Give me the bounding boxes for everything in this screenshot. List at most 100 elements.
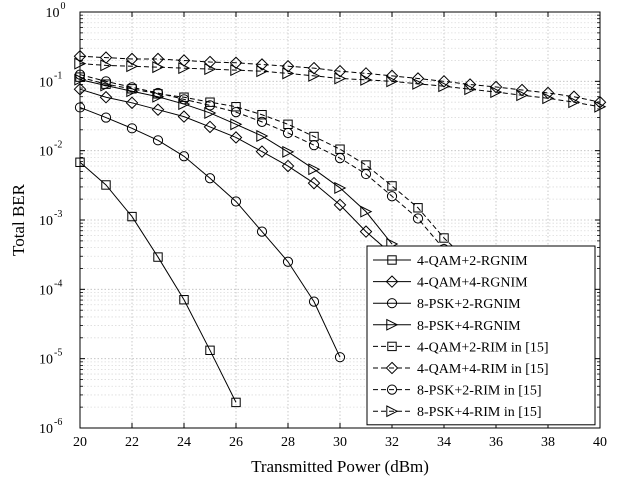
series-3 — [74, 102, 346, 363]
legend-label: 4-QAM+4-RIM in [15] — [417, 362, 549, 377]
x-tick-label: 38 — [541, 435, 555, 450]
data-point — [230, 64, 243, 77]
legend-label: 4-QAM+2-RIM in [15] — [417, 340, 549, 355]
legend-item: 8-PSK+2-RGNIM — [373, 297, 521, 312]
series-line — [79, 63, 601, 108]
legend-marker — [387, 341, 397, 352]
legend-item: 4-QAM+4-RIM in [15] — [373, 361, 549, 377]
data-point — [204, 63, 217, 76]
x-tick-label: 22 — [125, 435, 139, 450]
data-point — [281, 59, 295, 73]
data-point — [334, 153, 346, 164]
data-point — [204, 100, 216, 111]
data-point — [464, 83, 477, 96]
data-point — [281, 159, 295, 173]
data-point — [205, 97, 215, 107]
y-axis-label: Total BER — [9, 183, 28, 256]
data-point — [230, 118, 243, 131]
data-point — [127, 211, 137, 222]
data-point — [387, 181, 397, 191]
data-point — [204, 173, 216, 184]
data-point — [282, 145, 295, 158]
data-point — [255, 58, 269, 71]
series-2 — [73, 82, 399, 261]
data-point — [125, 96, 139, 110]
legend: 4-QAM+2-RGNIM 4-QAM+4-RGNIM 8-PSK+2-RGNIM 8… — [366, 245, 596, 426]
data-point — [308, 69, 321, 82]
data-point — [205, 345, 215, 356]
y-tick-label: 10 -4 — [39, 278, 62, 298]
legend-item: 8-PSK+2-RIM in [15] — [373, 384, 542, 399]
data-point — [257, 110, 267, 120]
data-point — [152, 61, 165, 74]
data-point — [412, 213, 424, 224]
legend-item: 4-QAM+4-RGNIM — [373, 275, 528, 291]
data-point — [203, 55, 217, 69]
legend-marker — [385, 361, 399, 375]
series-line — [79, 88, 393, 255]
data-point — [126, 82, 138, 93]
x-tick-label: 28 — [281, 435, 295, 450]
data-point — [282, 67, 295, 80]
data-point — [255, 145, 269, 158]
y-tick-label: 10 -5 — [39, 348, 62, 368]
y-tick-base: 10 — [39, 214, 53, 229]
y-tick-base: 10 — [39, 283, 53, 298]
data-point — [100, 76, 112, 87]
data-point — [463, 78, 477, 91]
data-point — [490, 86, 503, 99]
legend-marker — [386, 318, 399, 331]
data-point — [100, 112, 112, 123]
y-tick-exponent: -6 — [54, 417, 62, 428]
data-point — [229, 131, 243, 144]
legend-marker — [387, 255, 397, 265]
x-tick-label: 26 — [229, 435, 243, 450]
data-point — [126, 85, 139, 98]
data-point — [386, 191, 398, 202]
data-point — [126, 60, 139, 73]
legend-item: 8-PSK+4-RGNIM — [373, 318, 521, 334]
data-point — [231, 102, 241, 112]
series-layer — [73, 49, 607, 408]
data-point — [178, 94, 190, 105]
y-tick-exponent: -3 — [54, 209, 62, 220]
data-point — [153, 252, 163, 262]
data-point — [179, 295, 189, 305]
data-point — [152, 90, 165, 103]
data-point — [308, 140, 320, 151]
y-tick-base: 10 — [39, 75, 53, 90]
x-tick-label: 30 — [333, 435, 347, 450]
data-point — [567, 90, 581, 104]
data-point — [542, 92, 555, 105]
data-point — [360, 73, 373, 86]
series-line — [79, 161, 237, 403]
x-tick-label: 34 — [437, 435, 451, 450]
data-point — [230, 106, 242, 118]
data-point — [307, 176, 321, 190]
y-tick-exponent: -4 — [54, 278, 62, 289]
legend-item: 4-QAM+2-RIM in [15] — [373, 340, 549, 355]
data-point — [412, 77, 425, 90]
data-point — [359, 67, 373, 80]
x-tick-label: 40 — [593, 435, 607, 450]
data-point — [203, 120, 217, 134]
legend-marker — [386, 298, 398, 309]
series-line — [79, 74, 471, 268]
data-point — [256, 129, 269, 142]
data-point — [359, 225, 373, 238]
legend-label: 8-PSK+4-RIM in [15] — [417, 405, 542, 420]
series-line — [79, 55, 601, 103]
data-point — [256, 226, 268, 237]
y-tick-label: 10 -1 — [39, 70, 62, 90]
y-tick-base: 10 — [46, 6, 60, 21]
data-point — [178, 62, 191, 75]
data-point — [230, 196, 242, 207]
data-point — [126, 123, 138, 134]
y-tick-base: 10 — [39, 353, 53, 368]
data-point — [413, 203, 423, 213]
legend-label: 8-PSK+2-RIM in [15] — [417, 384, 542, 399]
data-point — [386, 75, 399, 88]
legend-label: 8-PSK+4-RGNIM — [417, 319, 521, 334]
data-point — [333, 64, 347, 78]
